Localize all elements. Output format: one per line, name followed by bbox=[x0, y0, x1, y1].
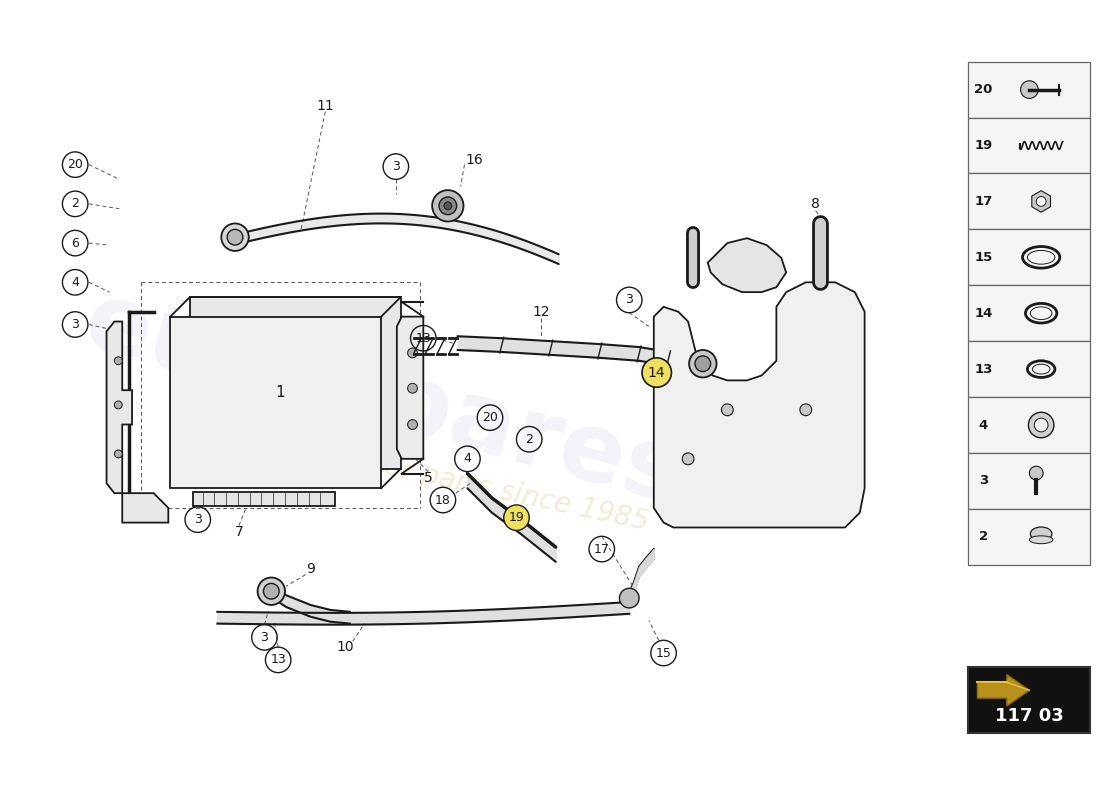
Bar bbox=[192, 492, 336, 506]
Text: 9: 9 bbox=[306, 562, 315, 576]
Polygon shape bbox=[1032, 190, 1050, 212]
Text: a passion for parts since 1985: a passion for parts since 1985 bbox=[234, 421, 651, 536]
Text: 6: 6 bbox=[72, 237, 79, 250]
Circle shape bbox=[221, 223, 249, 251]
Text: 117 03: 117 03 bbox=[994, 706, 1064, 725]
Polygon shape bbox=[653, 282, 865, 527]
Circle shape bbox=[257, 578, 285, 605]
Text: 15: 15 bbox=[656, 646, 671, 659]
Text: eurospares: eurospares bbox=[75, 275, 693, 525]
Text: 13: 13 bbox=[416, 332, 431, 345]
Ellipse shape bbox=[1031, 527, 1052, 541]
Circle shape bbox=[114, 357, 122, 365]
Text: 20: 20 bbox=[67, 158, 84, 171]
Text: 19: 19 bbox=[975, 139, 992, 152]
Text: 18: 18 bbox=[434, 494, 451, 506]
Circle shape bbox=[444, 202, 452, 210]
Bar bbox=[968, 341, 1090, 397]
Bar bbox=[968, 397, 1090, 453]
Circle shape bbox=[228, 230, 243, 245]
Circle shape bbox=[689, 350, 716, 378]
Circle shape bbox=[408, 348, 417, 358]
Polygon shape bbox=[707, 238, 786, 292]
Circle shape bbox=[695, 356, 711, 371]
Circle shape bbox=[432, 190, 463, 222]
Text: 19: 19 bbox=[508, 511, 525, 524]
Text: 3: 3 bbox=[72, 318, 79, 331]
Text: 3: 3 bbox=[625, 294, 634, 306]
Text: 14: 14 bbox=[648, 366, 666, 379]
Bar bbox=[968, 453, 1090, 509]
Text: 3: 3 bbox=[979, 474, 988, 487]
Text: 5: 5 bbox=[424, 471, 432, 486]
Circle shape bbox=[408, 383, 417, 393]
Bar bbox=[190, 297, 400, 469]
Polygon shape bbox=[107, 322, 132, 493]
Text: 16: 16 bbox=[465, 153, 483, 166]
Polygon shape bbox=[978, 674, 1030, 706]
Circle shape bbox=[682, 453, 694, 465]
Text: 2: 2 bbox=[979, 530, 988, 543]
Text: 8: 8 bbox=[811, 197, 819, 211]
Bar bbox=[968, 174, 1090, 230]
Text: 4: 4 bbox=[72, 276, 79, 289]
Text: 20: 20 bbox=[975, 83, 992, 96]
Circle shape bbox=[722, 404, 734, 416]
Circle shape bbox=[408, 420, 417, 430]
Text: 4: 4 bbox=[463, 452, 472, 466]
Text: 1: 1 bbox=[276, 385, 285, 400]
Text: 14: 14 bbox=[975, 306, 992, 320]
Text: 2: 2 bbox=[526, 433, 534, 446]
Circle shape bbox=[1028, 412, 1054, 438]
Circle shape bbox=[1034, 418, 1048, 432]
Bar bbox=[968, 118, 1090, 174]
Text: 17: 17 bbox=[975, 195, 992, 208]
Text: 3: 3 bbox=[392, 160, 399, 173]
Bar bbox=[968, 666, 1090, 734]
Circle shape bbox=[264, 583, 279, 599]
Bar bbox=[968, 62, 1090, 118]
Text: 11: 11 bbox=[317, 98, 334, 113]
Text: 3: 3 bbox=[261, 631, 268, 644]
Bar bbox=[968, 230, 1090, 286]
Text: 3: 3 bbox=[194, 513, 201, 526]
Text: 20: 20 bbox=[482, 411, 498, 424]
Text: 12: 12 bbox=[532, 305, 550, 318]
Ellipse shape bbox=[1030, 536, 1053, 544]
Circle shape bbox=[1036, 197, 1046, 206]
Text: 2: 2 bbox=[72, 198, 79, 210]
Circle shape bbox=[439, 197, 456, 214]
Text: 13: 13 bbox=[975, 362, 992, 376]
Bar bbox=[968, 286, 1090, 341]
Text: 17: 17 bbox=[594, 542, 609, 555]
Text: 15: 15 bbox=[975, 251, 992, 264]
Bar bbox=[170, 317, 381, 488]
Circle shape bbox=[800, 404, 812, 416]
Circle shape bbox=[1021, 81, 1038, 98]
Text: 7: 7 bbox=[234, 526, 243, 539]
Text: 4: 4 bbox=[979, 418, 988, 431]
Text: 10: 10 bbox=[336, 640, 354, 654]
Polygon shape bbox=[122, 493, 168, 522]
Circle shape bbox=[504, 505, 529, 530]
Circle shape bbox=[114, 450, 122, 458]
Circle shape bbox=[619, 588, 639, 608]
Polygon shape bbox=[397, 317, 424, 459]
Circle shape bbox=[642, 358, 671, 387]
Circle shape bbox=[114, 401, 122, 409]
Bar bbox=[968, 509, 1090, 565]
Circle shape bbox=[1030, 466, 1043, 480]
Text: 13: 13 bbox=[271, 654, 286, 666]
